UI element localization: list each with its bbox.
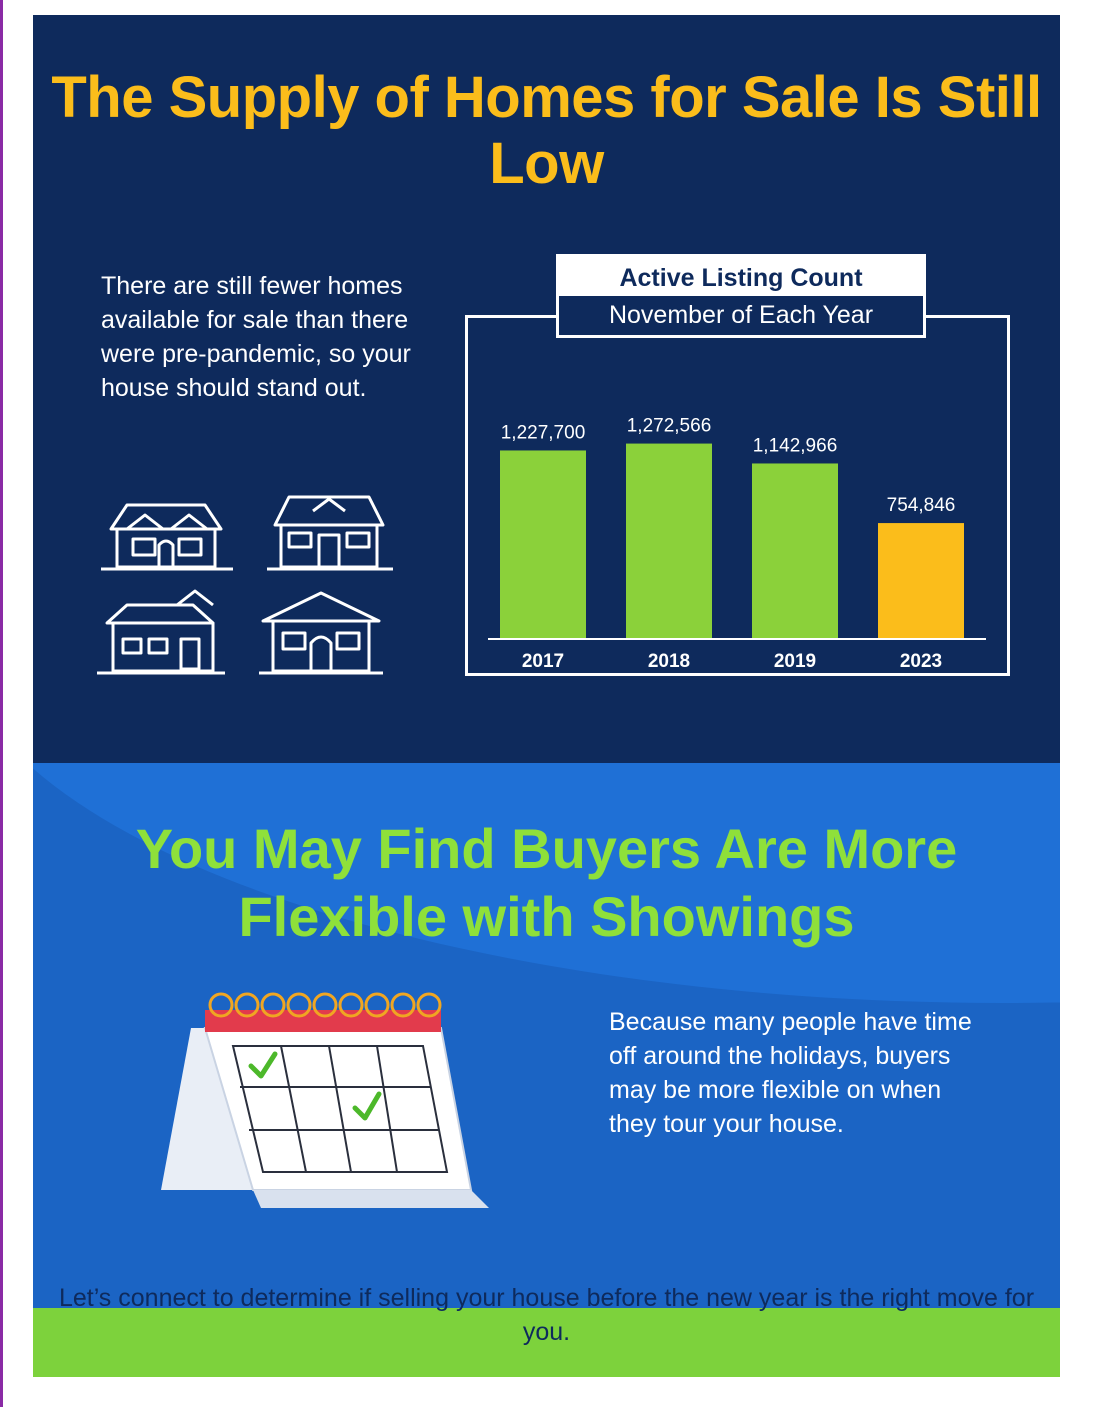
calendar-icon — [161, 992, 489, 1208]
cta-text: Let’s connect to determine if selling yo… — [58, 1284, 1035, 1346]
chart-subtitle: November of Each Year — [556, 296, 926, 338]
houses-illustration — [97, 495, 393, 675]
infographic: The Supply of Homes for Sale Is Still Lo… — [33, 15, 1060, 1377]
section2-text: Because many people have time off around… — [609, 1008, 972, 1138]
showings-section — [33, 763, 1060, 1308]
data-label-2017: 1,227,700 — [501, 422, 586, 443]
data-label-2019: 1,142,966 — [753, 435, 838, 456]
x-tick-2018: 2018 — [648, 651, 690, 672]
house-icon — [97, 589, 225, 675]
data-label-2023: 754,846 — [887, 495, 956, 516]
house-icon — [101, 503, 233, 571]
bar-2018 — [626, 443, 712, 639]
cta-banner — [33, 1308, 1060, 1377]
chart-title-box: Active Listing Count November of Each Ye… — [556, 254, 926, 338]
x-tick-2023: 2023 — [900, 651, 942, 672]
intro-text: There are still fewer homes available fo… — [101, 272, 411, 402]
bar-2019 — [752, 463, 838, 639]
chart-title: Active Listing Count — [556, 254, 926, 296]
x-tick-2017: 2017 — [522, 651, 564, 672]
section2-heading: You May Find Buyers Are More Flexible wi… — [135, 817, 958, 948]
frame-edge — [0, 0, 3, 1407]
x-tick-2019: 2019 — [774, 651, 816, 672]
house-icon — [267, 495, 393, 571]
bar-chart: 1,227,700 2017 1,272,566 2018 1,142,966 2019 7… — [488, 416, 986, 672]
data-label-2018: 1,272,566 — [627, 416, 712, 437]
headline: The Supply of Homes for Sale Is Still Lo… — [51, 65, 1042, 196]
bar-2017 — [500, 450, 586, 639]
checkmark-icon — [248, 1051, 382, 1121]
supply-section: The Supply of Homes for Sale Is Still Lo… — [33, 15, 1060, 763]
bar-2023 — [878, 523, 964, 639]
house-icon — [259, 591, 383, 675]
